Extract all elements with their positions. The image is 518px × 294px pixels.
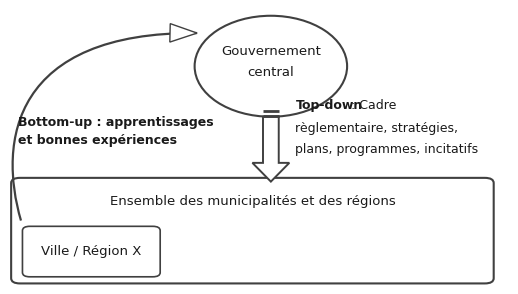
Text: plans, programmes, incitatifs: plans, programmes, incitatifs (295, 143, 479, 156)
Text: règlementaire, stratégies,: règlementaire, stratégies, (295, 122, 458, 135)
FancyArrow shape (252, 117, 290, 182)
Text: Bottom-up : apprentissages
et bonnes expériences: Bottom-up : apprentissages et bonnes exp… (18, 116, 213, 147)
FancyBboxPatch shape (22, 226, 160, 277)
Text: Gouvernement
central: Gouvernement central (221, 45, 321, 79)
Ellipse shape (195, 16, 347, 117)
Text: Ensemble des municipalités et des régions: Ensemble des municipalités et des région… (109, 195, 395, 208)
Text: Top-down: Top-down (295, 99, 363, 112)
Polygon shape (170, 24, 197, 42)
Text: : Cadre: : Cadre (347, 99, 396, 112)
FancyBboxPatch shape (11, 178, 494, 283)
Text: Ville / Région X: Ville / Région X (41, 245, 141, 258)
